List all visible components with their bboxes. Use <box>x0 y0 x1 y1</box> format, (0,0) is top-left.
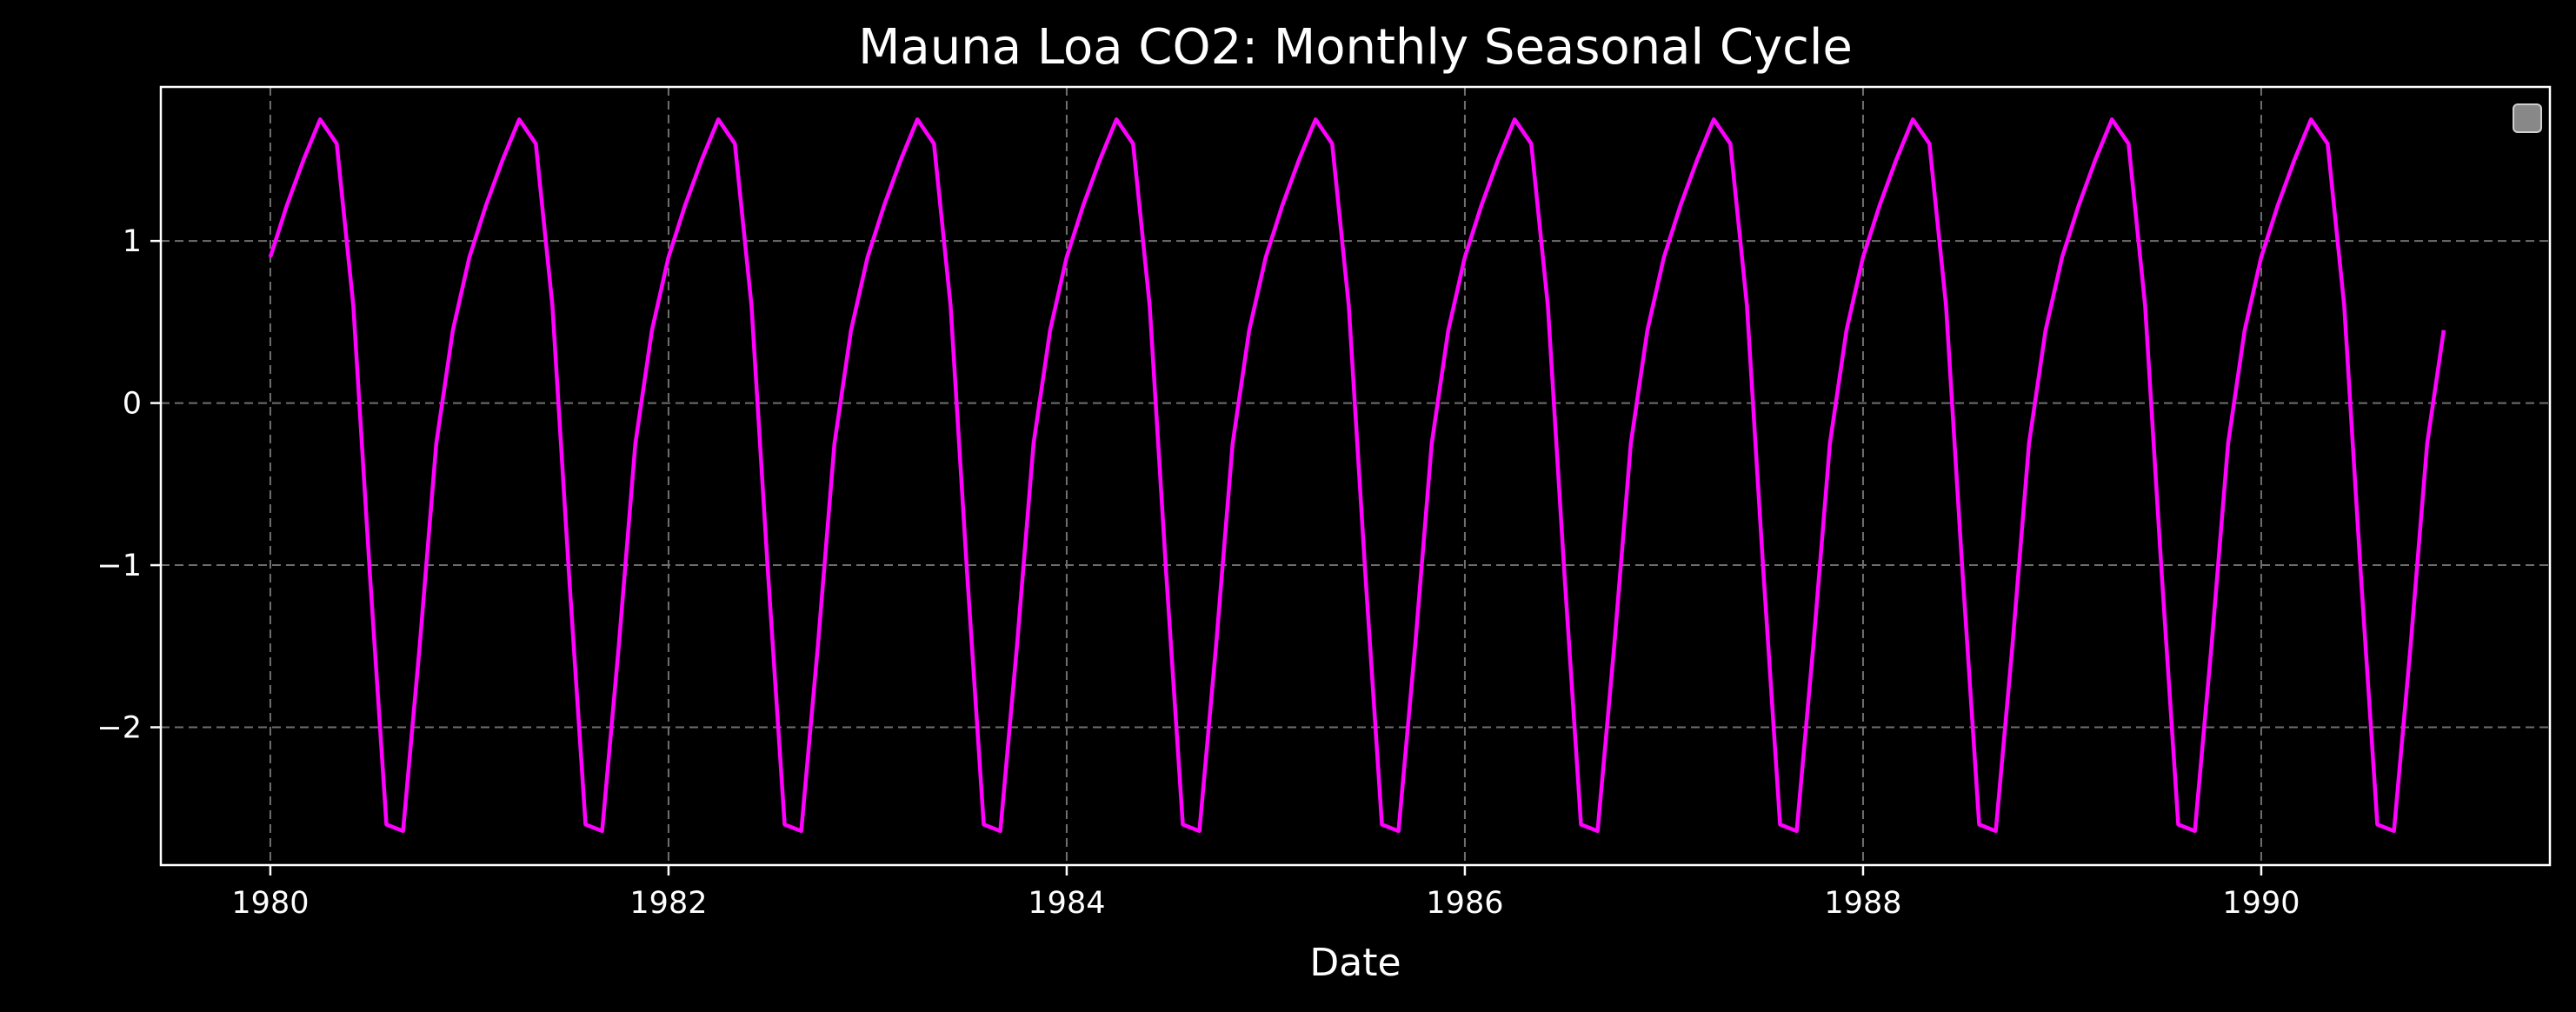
plot-frame <box>159 85 2552 867</box>
x-tick-label: 1982 <box>629 886 707 921</box>
x-tick-label: 1986 <box>1426 886 1503 921</box>
y-tick-label: 1 <box>123 224 142 259</box>
x-tick-label: 1988 <box>1824 886 1901 921</box>
legend <box>2513 103 2542 133</box>
y-tick-label: 0 <box>123 387 142 422</box>
x-tick-label: 1980 <box>231 886 309 921</box>
x-tick-label: 1984 <box>1028 886 1105 921</box>
legend-box <box>2513 103 2542 133</box>
x-tick-label: 1990 <box>2222 886 2300 921</box>
series-line <box>268 117 2446 834</box>
x-axis-label: Date <box>1309 941 1401 985</box>
chart-title: Mauna Loa CO2: Monthly Seasonal Cycle <box>858 19 1853 76</box>
series-layer <box>268 117 2446 834</box>
x-axis: 1980 1982 1984 1986 1988 1990 <box>231 865 2300 921</box>
y-tick-label: −2 <box>97 711 142 746</box>
y-tick-label: −1 <box>97 549 142 583</box>
y-axis: −2 −1 0 1 <box>97 224 161 746</box>
